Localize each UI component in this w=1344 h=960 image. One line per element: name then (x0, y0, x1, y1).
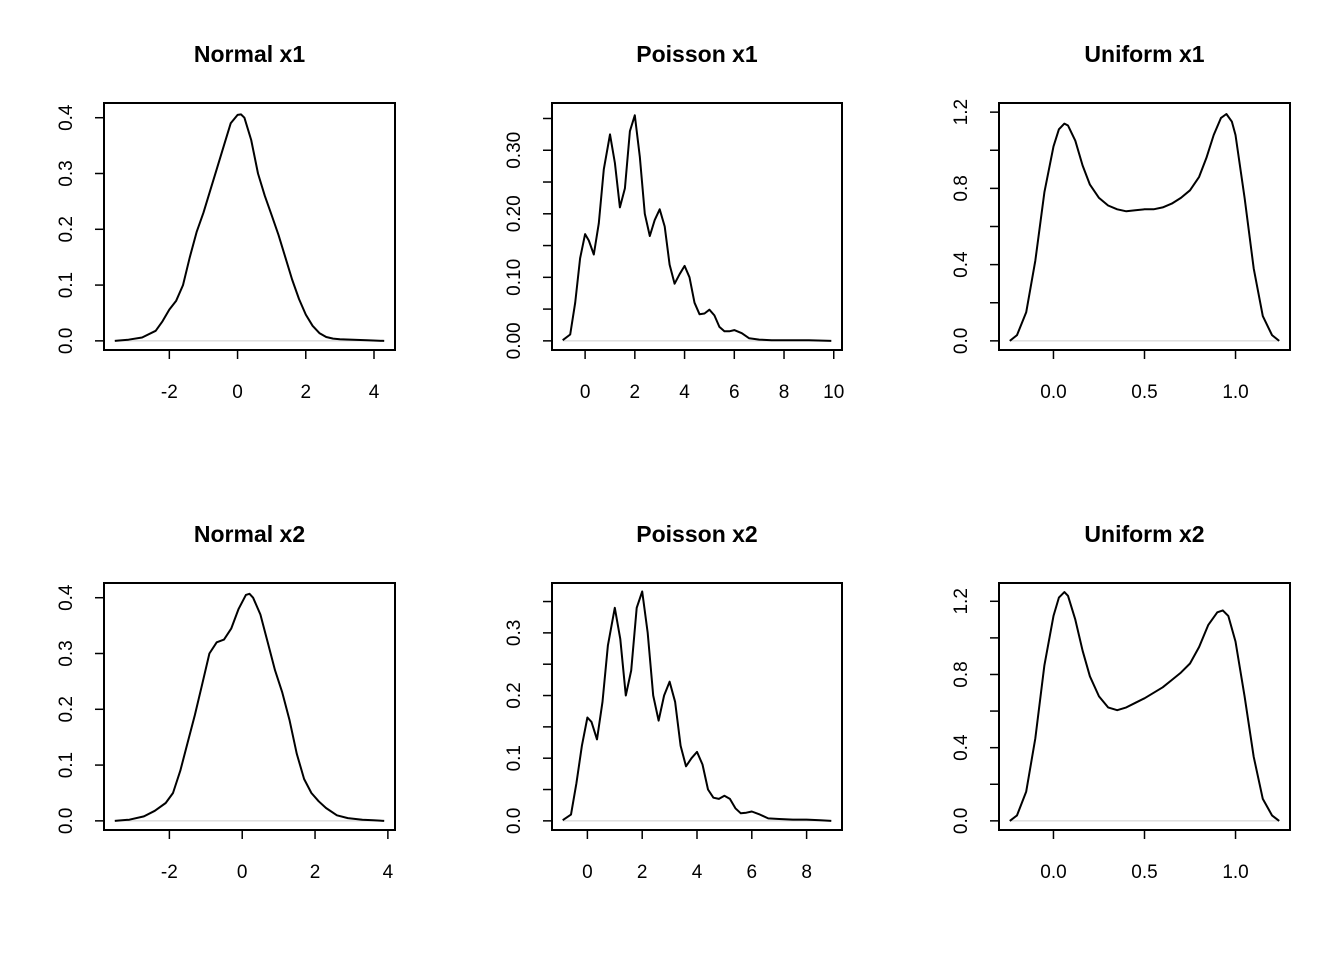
x-tick-label: 1.0 (1222, 862, 1248, 883)
panel-title: Poisson x2 (636, 521, 757, 547)
y-tick-label: 0.0 (951, 328, 972, 354)
plot-frame (103, 102, 396, 351)
panel-4: Normal x2 -2 0 2 4 0.0 0.1 0.2 0.3 0.4 (56, 521, 396, 883)
density-curve (562, 590, 832, 822)
panel-title: Poisson x1 (636, 41, 758, 67)
y-tick-label: 0.3 (56, 640, 77, 666)
y-tick-label: 0.4 (951, 734, 972, 761)
x-tick-label: -2 (161, 862, 178, 883)
y-tick-label: 0.4 (951, 251, 972, 278)
x-tick-label: -2 (161, 382, 178, 403)
panel-title: Normal x2 (194, 521, 305, 547)
x-tick-label: 4 (679, 382, 690, 403)
y-tick-label: 0.1 (504, 745, 525, 771)
y-tick-label: 0.30 (504, 132, 525, 169)
y-tick-label: 1.2 (951, 588, 972, 614)
plot-frame (551, 582, 843, 831)
y-tick-label: 0.8 (951, 175, 972, 201)
panel-3: Uniform x1 0.0 0.5 1.0 0.0 0.4 0.8 1.2 (951, 41, 1291, 403)
panel-6: Uniform x2 0.0 0.5 1.0 0.0 0.4 0.8 1.2 (951, 521, 1291, 883)
x-tick-label: 0 (582, 862, 593, 883)
x-tick-label: 2 (310, 862, 321, 883)
y-tick-label: 0.2 (56, 216, 77, 242)
x-tick-label: 2 (300, 382, 311, 403)
y-tick-label: 0.00 (504, 322, 525, 359)
density-curve (1009, 113, 1280, 342)
y-tick-label: 0.0 (504, 808, 525, 834)
panel-2: Poisson x1 0 2 4 6 8 10 0.00 0.10 0.20 0.30 (504, 41, 844, 403)
density-curve (114, 113, 385, 342)
y-tick-label: 0.10 (504, 259, 525, 296)
panel-1: Normal x1 -2 0 2 4 0.0 0.1 0.2 0.3 0.4 (56, 41, 396, 403)
y-tick-label: 0.3 (504, 620, 525, 646)
x-tick-label: 0.0 (1040, 862, 1066, 883)
y-tick-label: 0.2 (56, 696, 77, 722)
x-tick-label: 4 (692, 862, 703, 883)
x-tick-label: 2 (637, 862, 648, 883)
y-tick-label: 0.0 (56, 328, 77, 354)
x-tick-label: 8 (801, 862, 812, 883)
x-tick-label: 6 (747, 862, 758, 883)
y-tick-label: 0.0 (56, 808, 77, 834)
x-tick-label: 4 (383, 862, 394, 883)
plot-frame (551, 102, 843, 351)
plot-frame (998, 102, 1291, 351)
plot-frame (103, 582, 396, 831)
x-tick-label: 0 (237, 862, 248, 883)
panel-title: Normal x1 (194, 41, 305, 67)
y-tick-label: 0.4 (56, 104, 77, 131)
x-tick-label: 8 (779, 382, 790, 403)
x-tick-label: 0.0 (1040, 382, 1066, 403)
x-tick-label: 6 (729, 382, 740, 403)
y-tick-label: 0.20 (504, 195, 525, 232)
y-tick-label: 0.4 (56, 584, 77, 611)
panel-title: Uniform x1 (1084, 41, 1204, 67)
x-tick-label: 2 (630, 382, 641, 403)
y-tick-label: 0.0 (951, 808, 972, 834)
panel-title: Uniform x2 (1084, 521, 1204, 547)
y-tick-label: 0.3 (56, 160, 77, 186)
density-curve (1009, 591, 1280, 822)
x-tick-label: 4 (369, 382, 380, 403)
y-tick-label: 0.8 (951, 661, 972, 687)
y-tick-label: 0.2 (504, 682, 525, 708)
x-tick-label: 0.5 (1131, 382, 1157, 403)
y-tick-label: 0.1 (56, 752, 77, 778)
x-tick-label: 10 (823, 382, 844, 403)
x-tick-label: 0.5 (1131, 862, 1157, 883)
y-tick-label: 0.1 (56, 272, 77, 298)
density-curve (562, 114, 832, 342)
x-tick-label: 0 (580, 382, 591, 403)
panel-5: Poisson x2 0 2 4 6 8 0.0 0.1 0.2 0.3 (504, 521, 843, 883)
x-tick-label: 0 (232, 382, 243, 403)
x-tick-label: 1.0 (1222, 382, 1248, 403)
y-tick-label: 1.2 (951, 99, 972, 125)
density-curve (114, 592, 385, 822)
